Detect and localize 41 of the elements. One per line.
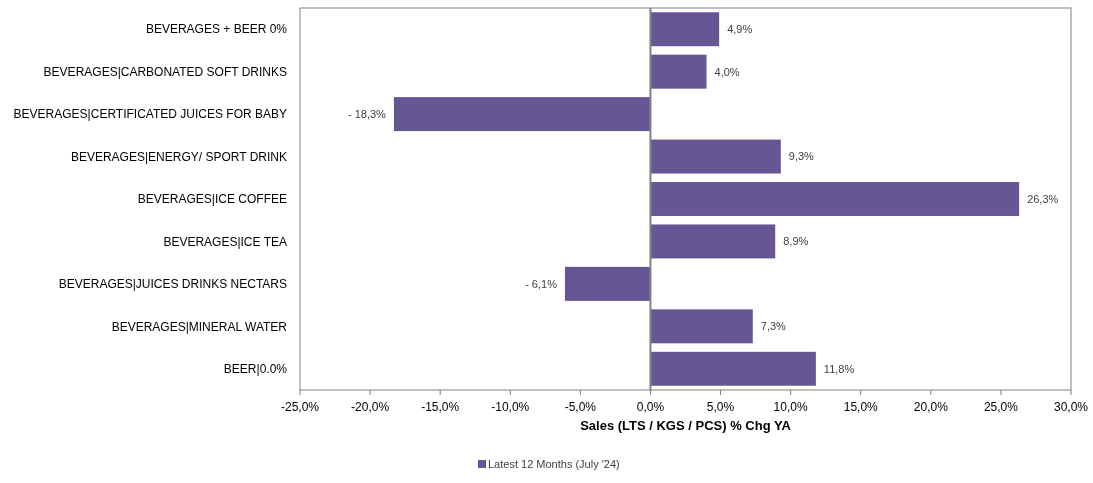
data-label: 8,9% (783, 235, 809, 248)
x-tick-label: 5,0% (706, 400, 735, 414)
data-label: - 6,1% (525, 277, 558, 290)
bar (650, 139, 781, 174)
x-tick-label: 30,0% (1053, 400, 1089, 414)
bar (393, 97, 651, 132)
bar (650, 224, 776, 259)
data-label: 4,9% (727, 23, 753, 36)
data-label: 9,3% (788, 150, 815, 163)
data-label: 11,8% (823, 362, 855, 375)
x-tick-label: 10,0% (773, 400, 808, 414)
bar (650, 12, 720, 47)
y-tick-label: BEVERAGES|ICE TEA (163, 234, 287, 249)
y-tick-label: BEVERAGES|JUICES DRINKS NECTARS (58, 277, 287, 292)
bar (650, 182, 1020, 216)
data-label: - 18,3% (348, 107, 387, 120)
y-tick-label: BEVERAGES|ENERGY/ SPORT DRINK (70, 149, 287, 164)
bar (650, 54, 707, 89)
data-label: 7,3% (760, 320, 787, 333)
y-tick-label: BEVERAGES|MINERAL WATER (111, 319, 288, 334)
x-tick-label: 15,0% (843, 400, 879, 414)
bar (564, 266, 651, 301)
y-tick-label: BEVERAGES|CERTIFICATED JUICES FOR BABY (13, 107, 287, 122)
bar (650, 309, 753, 344)
x-tick-label: -20,0% (351, 400, 390, 414)
x-tick-label: 25,0% (983, 400, 1019, 414)
data-label: 4,0% (714, 65, 740, 78)
x-tick-label: 0,0% (636, 400, 665, 414)
x-tick-label: 20,0% (913, 400, 949, 414)
bar (650, 351, 816, 386)
x-tick-label: -5,0% (564, 400, 597, 414)
x-tick-label: -15,0% (421, 400, 460, 414)
y-tick-label: BEVERAGES|ICE COFFEE (137, 192, 287, 207)
legend-label: Latest 12 Months (July '24) (488, 458, 620, 470)
y-tick-label: BEER|0.0% (223, 361, 288, 376)
x-tick-label: -10,0% (491, 400, 530, 414)
y-tick-label: BEVERAGES + BEER 0% (145, 22, 288, 37)
y-tick-label: BEVERAGES|CARBONATED SOFT DRINKS (43, 64, 287, 79)
data-label: 26,3% (1027, 192, 1059, 205)
x-axis-title: Sales (LTS / KGS / PCS) % Chg YA (580, 418, 792, 433)
x-tick-label: -25,0% (280, 400, 320, 414)
